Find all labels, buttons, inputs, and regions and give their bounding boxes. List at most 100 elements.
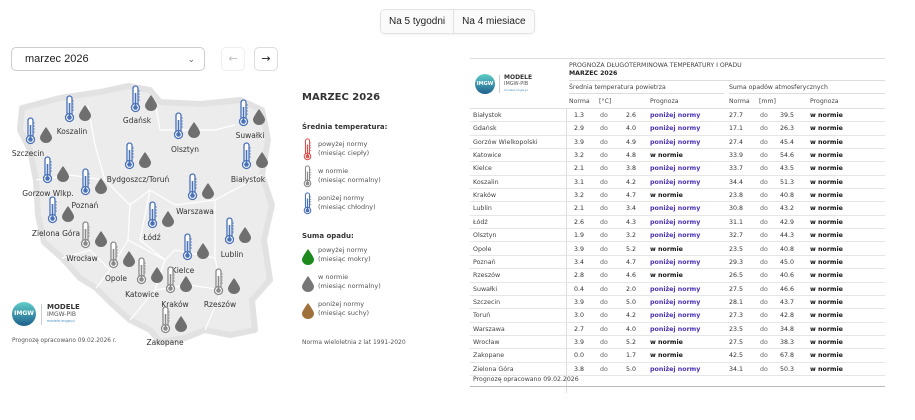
temp-norm-from: 2.1 xyxy=(574,205,585,213)
precip-sep: do xyxy=(760,245,768,253)
precip-sep: do xyxy=(760,165,768,173)
precip-norm-from: 23.5 xyxy=(729,325,744,333)
temp-norm-from: 3.9 xyxy=(574,138,585,146)
city-label: Lublin xyxy=(220,250,244,259)
temp-norm-from: 3.0 xyxy=(574,312,585,320)
precip-norm-to: 43.2 xyxy=(780,205,795,213)
temp-norm-to: 4.2 xyxy=(626,178,637,186)
temp-norm-to: 4.3 xyxy=(626,218,637,226)
map-footer: Prognozę opracowano 09.02.2026 r. xyxy=(12,338,117,344)
temp-forecast: w normie xyxy=(650,152,683,160)
temp-sep: do xyxy=(600,112,608,119)
temp-legend-item: poniżej normy (miesiąc chłodny) xyxy=(318,194,376,212)
temp-forecast: poniżej normy xyxy=(650,205,701,213)
raindrop-icon xyxy=(256,152,268,172)
next-month-button[interactable]: → xyxy=(254,47,278,71)
city-name: Białystok xyxy=(473,112,502,119)
precip-forecast: w normie xyxy=(810,165,843,173)
temp-sep: do xyxy=(600,125,608,133)
precip-sep: do xyxy=(760,152,768,160)
col-precip-prognoza: Prognoza xyxy=(810,98,839,105)
precip-norm-to: 43.7 xyxy=(780,298,795,306)
table-row: Katowice 3.2 do 4.8 w normie 33.9 do 54.… xyxy=(470,149,885,163)
thermometer-icon xyxy=(108,241,119,273)
precip-norm-from: 33.7 xyxy=(729,165,744,173)
temp-sep: do xyxy=(600,165,608,173)
table-row: Olsztyn 1.9 do 3.2 poniżej normy 32.7 do… xyxy=(470,229,885,243)
imgw-logo: IMGW MODELE IMGW-PIB modele.imgw.pl xyxy=(12,302,80,326)
col-precip-norma: Norma xyxy=(729,98,750,105)
tab-5-weeks[interactable]: Na 5 tygodni xyxy=(381,10,454,33)
map-title: MARZEC 2026 xyxy=(302,92,381,103)
temp-norm-to: 2.0 xyxy=(626,285,637,293)
precip-norm-from: 23.5 xyxy=(729,245,744,253)
temp-norm-to: 3.8 xyxy=(626,165,637,173)
city-label: Koszalin xyxy=(56,127,88,136)
thermometer-icon xyxy=(136,257,147,289)
temp-forecast: w normie xyxy=(650,272,683,280)
temp-sep: do xyxy=(600,325,608,333)
prev-month-button[interactable]: ← xyxy=(221,47,245,71)
temp-forecast: w normie xyxy=(650,192,683,200)
temp-sep: do xyxy=(600,138,608,146)
temp-norm-to: 4.0 xyxy=(626,125,637,133)
temp-norm-to: 5.0 xyxy=(626,298,637,306)
city-name: Toruń xyxy=(473,312,491,320)
thermometer-icon xyxy=(64,95,75,127)
temp-legend-item: w normie (miesiąc normalny) xyxy=(318,167,381,185)
temp-norm-from: 2.8 xyxy=(574,272,585,280)
table-row: Opole 3.9 do 5.2 w normie 23.5 do 40.8 w… xyxy=(470,243,885,256)
temp-forecast: poniżej normy xyxy=(650,112,701,119)
precip-forecast: w normie xyxy=(810,312,843,320)
thermometer-icon xyxy=(47,196,58,228)
legend-raindrop-icon xyxy=(302,249,314,269)
precip-norm-to: 40.6 xyxy=(780,272,795,280)
temp-norm-to: 5.0 xyxy=(626,365,637,373)
precip-forecast: w normie xyxy=(810,365,843,373)
temp-forecast: poniżej normy xyxy=(650,232,701,240)
thermometer-icon xyxy=(241,142,252,174)
precip-norm-to: 46.6 xyxy=(780,285,795,293)
precip-sep: do xyxy=(760,272,768,280)
temp-forecast: w normie xyxy=(650,352,683,360)
precip-norm-from: 17.1 xyxy=(729,125,744,133)
table-footer: Prognozę opracowano 09.02.2026 xyxy=(473,376,579,383)
precip-norm-to: 26.3 xyxy=(780,125,795,133)
precip-norm-to: 40.8 xyxy=(780,192,795,200)
table-row: Suwałki 0.4 do 2.0 poniżej normy 27.5 do… xyxy=(470,283,885,296)
temp-sep: do xyxy=(600,338,608,346)
temp-norm-to: 4.6 xyxy=(626,272,637,280)
col-temp-unit: [°C] xyxy=(599,98,612,105)
temp-forecast: poniżej normy xyxy=(650,218,701,226)
raindrop-icon xyxy=(95,231,107,251)
temp-sep: do xyxy=(600,218,608,226)
table-row: Toruń 3.0 do 4.2 poniżej normy 27.3 do 4… xyxy=(470,309,885,323)
table-logo: IMGW MODELE IMGW-PIB modele.imgw.pl xyxy=(475,74,532,94)
temp-norm-to: 2.6 xyxy=(626,112,637,119)
temp-norm-to: 5.2 xyxy=(626,338,637,346)
month-select[interactable]: marzec 2026 ⌄ xyxy=(11,47,205,71)
temp-forecast: poniżej normy xyxy=(650,325,701,333)
precip-forecast: w normie xyxy=(810,272,843,280)
city-label: Gorzow Wlkp. xyxy=(22,189,74,198)
col-temp-norma: Norma xyxy=(569,98,590,105)
table-row: Białystok 1.3 do 2.6 poniżej normy 27.7 … xyxy=(470,109,885,123)
tab-4-months[interactable]: Na 4 miesiace xyxy=(453,10,534,33)
poland-forecast-map: Szczecin Koszalin Gdańsk Olsztyn Suwałki Biał… xyxy=(0,80,290,350)
raindrop-icon xyxy=(139,152,151,172)
logo-url: modele.imgw.pl xyxy=(504,88,528,92)
precip-norm-from: 27.4 xyxy=(729,138,744,146)
temp-sep: do xyxy=(600,232,608,240)
precip-sep: do xyxy=(760,192,768,200)
precip-norm-from: 33.9 xyxy=(729,152,744,160)
precip-forecast: w normie xyxy=(810,218,843,226)
table-row: Gdańsk 2.9 do 4.0 poniżej normy 17.1 do … xyxy=(470,122,885,136)
temp-norm-to: 4.7 xyxy=(626,258,637,266)
city-label: Opole xyxy=(105,274,127,283)
temp-norm-to: 5.2 xyxy=(626,245,637,253)
precip-norm-to: 67.8 xyxy=(780,352,795,360)
chevron-down-icon: ⌄ xyxy=(187,54,195,64)
raindrop-icon xyxy=(40,127,52,147)
temp-forecast: poniżej normy xyxy=(650,258,701,266)
logo-line2: IMGW-PIB xyxy=(504,81,529,87)
